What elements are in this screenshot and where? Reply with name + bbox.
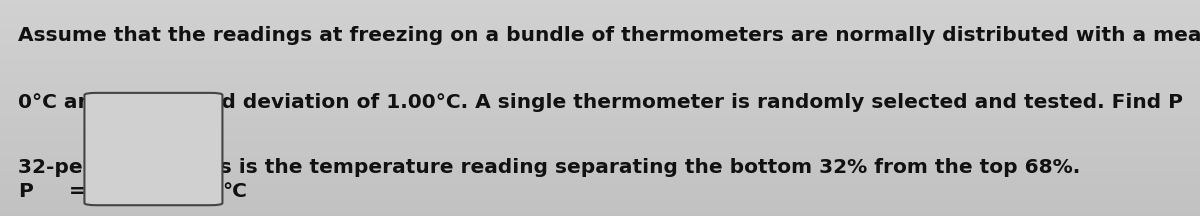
- FancyBboxPatch shape: [84, 93, 222, 205]
- Text: =: =: [62, 182, 86, 201]
- Text: 0°C and a standard deviation of 1.00°C. A single thermometer is randomly selecte: 0°C and a standard deviation of 1.00°C. …: [18, 93, 1183, 112]
- Text: 32-percentile. This is the temperature reading separating the bottom 32% from th: 32-percentile. This is the temperature r…: [18, 158, 1080, 177]
- Text: °C: °C: [222, 182, 247, 201]
- Text: P: P: [18, 182, 32, 201]
- Text: Assume that the readings at freezing on a bundle of thermometers are normally di: Assume that the readings at freezing on …: [18, 26, 1200, 45]
